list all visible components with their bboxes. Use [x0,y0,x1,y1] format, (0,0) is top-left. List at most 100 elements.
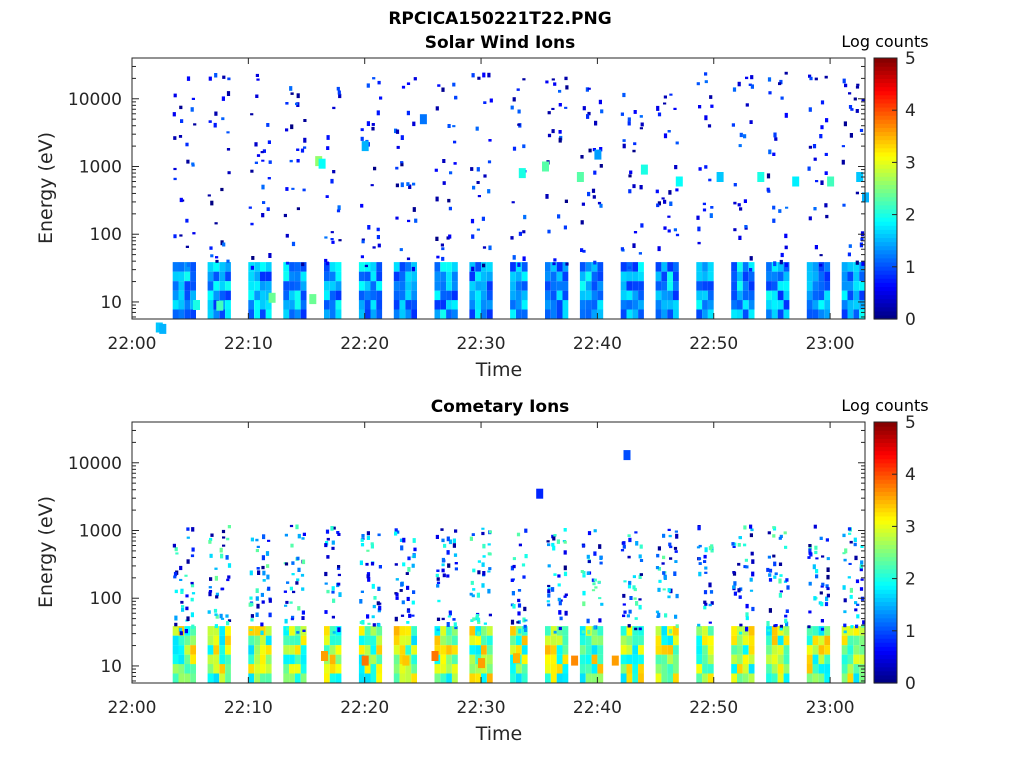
heatmap-cell [620,112,624,116]
heatmap-cell [563,550,567,555]
heatmap-cell [488,139,492,142]
heatmap-cell [510,635,516,646]
heatmap-cell [638,645,644,655]
colorbar-swatch [874,159,897,165]
heatmap-cell [854,555,858,561]
heatmap-cell [661,626,668,636]
heatmap-cell [806,635,813,646]
heatmap-cell [254,142,258,147]
heatmap-cell [779,590,783,593]
heatmap-cell [331,240,335,244]
heatmap-cell [742,300,749,310]
heatmap-cell [696,645,703,655]
heatmap-cell [818,281,825,291]
heatmap-cell [826,593,830,598]
heatmap-cell [556,664,563,674]
x-tick-label: 22:20 [340,698,389,718]
heatmap-cell [248,271,255,282]
heatmap-cell [818,626,825,636]
heatmap-cell [825,584,829,588]
heatmap-cell [773,575,777,579]
heatmap-cell [696,309,703,319]
heatmap-cell [370,544,374,549]
heatmap-cell [597,626,604,636]
heatmap-cell [783,290,790,301]
heatmap-cells [172,450,866,683]
heatmap-cell [219,673,226,683]
heatmap-cell [716,172,724,182]
heatmap-cell [190,271,196,282]
heatmap-cell [696,635,703,646]
heatmap-cell [585,300,592,310]
heatmap-cell [772,152,776,156]
heatmap-cell [329,300,336,310]
heatmap-cell [376,309,383,319]
heatmap-cell [545,290,551,301]
heatmap-cell [331,546,335,550]
heatmap-cell [265,645,272,655]
heatmap-cell [295,581,299,585]
heatmap-cell [248,645,255,655]
heatmap-cell [178,635,185,646]
heatmap-cell [638,664,644,674]
colorbar-swatch [874,536,897,541]
heatmap-cell [854,601,858,605]
heatmap-cell [434,645,441,655]
heatmap-cell [254,262,260,272]
heatmap-cell [208,591,212,597]
heatmap-cell [620,626,627,636]
heatmap-cell [859,654,865,665]
heatmap-cell [434,300,441,310]
heatmap-cell [294,309,301,319]
heatmap-cell [248,206,252,209]
colorbar-tick-label: 1 [905,622,916,642]
heatmap-cell [337,627,341,633]
heatmap-cell [732,265,736,270]
x-tick-label: 22:40 [573,698,622,718]
heatmap-cell [483,622,487,625]
heatmap-cell [184,664,191,674]
heatmap-cell [437,599,441,603]
heatmap-cell [827,176,835,187]
heatmap-cell [488,552,492,556]
heatmap-cell [806,673,813,683]
heatmap-cell [742,309,749,319]
heatmap-cell [847,300,854,310]
heatmap-cell [482,571,486,576]
heatmap-cell [597,281,604,291]
heatmap-cell [227,575,231,579]
heatmap-cell [221,117,225,121]
heatmap-cell [655,262,662,272]
heatmap-cell [847,262,854,272]
heatmap-cell [521,300,528,310]
heatmap-cell [808,548,812,553]
heatmap-cell [620,290,627,301]
heatmap-cell [669,545,673,549]
heatmap-cell [638,635,644,646]
heatmap-cell [400,582,404,587]
colorbar-swatch [874,143,897,149]
heatmap-cell [579,281,586,291]
heatmap-cell [469,673,476,683]
heatmap-cell [180,600,184,604]
heatmap-cell [848,244,852,248]
heatmap-cell [260,290,266,301]
heatmap-cell [751,606,755,612]
colorbar-swatch [874,306,897,312]
heatmap-cell [250,113,254,116]
heatmap-cell [516,88,520,91]
heatmap-cell [675,624,679,628]
heatmap-cell [209,577,213,581]
heatmap-cell [859,567,863,572]
heatmap-cell [329,664,336,674]
heatmap-cell [849,594,853,599]
heatmap-cell [588,148,592,153]
heatmap-cell [254,626,260,636]
heatmap-cell [562,271,569,282]
heatmap-cell [731,290,737,301]
heatmap-cell [364,673,371,683]
heatmap-cell [553,573,557,576]
heatmap-cell [655,664,662,674]
heatmap-cell [550,664,557,674]
heatmap-cell [623,610,627,614]
